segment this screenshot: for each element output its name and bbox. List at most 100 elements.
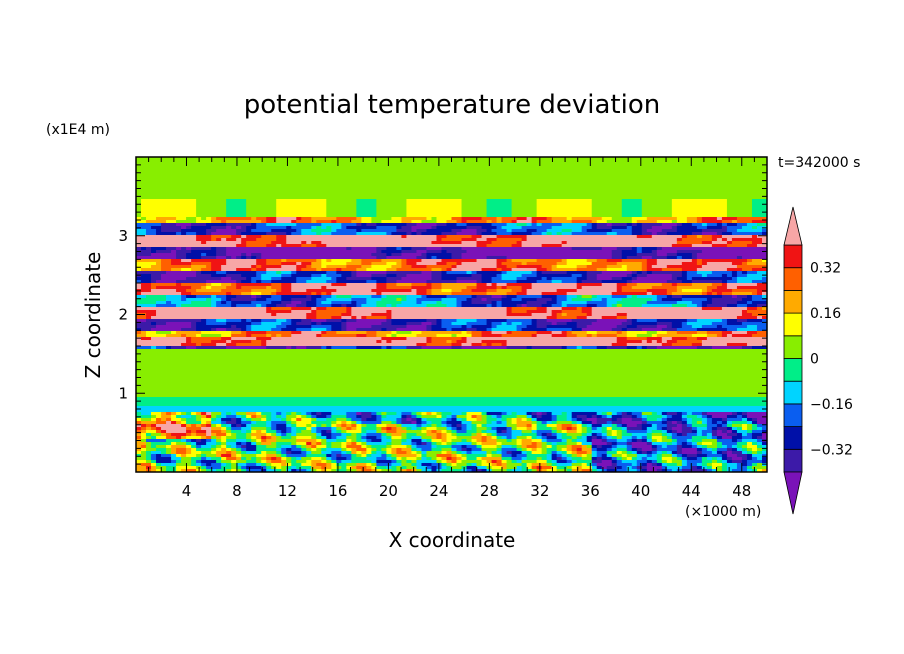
contour-cell xyxy=(291,169,297,173)
contour-cell xyxy=(226,268,232,272)
contour-cell xyxy=(476,184,482,188)
contour-cell xyxy=(616,256,623,260)
contour-cell xyxy=(621,169,628,173)
contour-cell xyxy=(451,235,457,239)
contour-cell xyxy=(451,178,457,182)
contour-cell xyxy=(311,163,317,167)
contour-cell xyxy=(451,250,457,254)
contour-cell xyxy=(456,163,462,167)
contour-cell xyxy=(311,247,317,251)
contour-cell xyxy=(291,160,297,164)
contour-cell xyxy=(541,256,548,260)
contour-cell xyxy=(256,271,262,275)
contour-cell xyxy=(291,244,297,248)
contour-cell xyxy=(466,250,472,254)
contour-cell xyxy=(441,265,447,269)
contour-cell xyxy=(306,193,312,197)
contour-cell xyxy=(396,256,402,260)
contour-cell xyxy=(756,256,763,260)
contour-cell xyxy=(706,250,713,254)
contour-cell xyxy=(606,217,613,221)
contour-cell xyxy=(251,259,257,263)
contour-cell xyxy=(576,256,583,260)
contour-cell xyxy=(171,229,177,233)
contour-cell xyxy=(711,241,718,245)
contour-cell xyxy=(376,181,382,185)
contour-cell xyxy=(621,271,628,275)
contour-cell xyxy=(506,160,512,164)
contour-cell xyxy=(646,184,653,188)
contour-cell xyxy=(506,181,512,185)
contour-cell xyxy=(386,208,392,212)
contour-cell xyxy=(356,178,362,182)
contour-cell xyxy=(261,250,267,254)
contour-cell xyxy=(741,271,748,275)
contour-cell xyxy=(391,157,397,161)
contour-cell xyxy=(456,175,462,179)
contour-cell xyxy=(651,244,658,248)
contour-cell xyxy=(331,178,337,182)
contour-cell xyxy=(166,250,172,254)
contour-cell xyxy=(256,160,262,164)
contour-cell xyxy=(501,235,507,239)
contour-cell xyxy=(596,202,603,206)
contour-cell xyxy=(731,211,738,215)
contour-cell xyxy=(531,220,538,224)
contour-cell xyxy=(506,223,512,227)
contour-cell xyxy=(616,265,623,269)
contour-cell xyxy=(146,181,152,185)
contour-cell xyxy=(391,160,397,164)
contour-cell xyxy=(706,211,713,215)
contour-cell xyxy=(176,226,182,230)
contour-cell xyxy=(636,160,643,164)
contour-cell xyxy=(461,205,467,209)
contour-cell xyxy=(166,178,172,182)
contour-cell xyxy=(576,265,583,269)
contour-cell xyxy=(546,217,553,221)
contour-cell xyxy=(496,199,502,203)
contour-cell xyxy=(741,175,748,179)
contour-cell xyxy=(761,232,768,236)
contour-cell xyxy=(351,235,357,239)
contour-cell xyxy=(596,163,603,167)
contour-cell xyxy=(361,262,367,266)
contour-cell xyxy=(141,187,147,191)
contour-cell xyxy=(186,226,192,230)
contour-cell xyxy=(391,241,397,245)
contour-cell xyxy=(136,211,142,215)
contour-cell xyxy=(616,184,623,188)
contour-cell xyxy=(611,199,618,203)
contour-cell xyxy=(451,274,457,278)
contour-cell xyxy=(436,178,442,182)
contour-cell xyxy=(601,268,608,272)
contour-cell xyxy=(561,223,568,227)
contour-cell xyxy=(351,208,357,212)
contour-cell xyxy=(656,238,663,242)
contour-cell xyxy=(321,274,327,278)
contour-cell xyxy=(576,199,583,203)
contour-cell xyxy=(566,217,573,221)
contour-cell xyxy=(471,211,477,215)
contour-cell xyxy=(551,178,558,182)
contour-cell xyxy=(151,172,157,176)
contour-cell xyxy=(276,196,282,200)
contour-cell xyxy=(341,271,347,275)
contour-cell xyxy=(376,196,382,200)
contour-cell xyxy=(231,214,237,218)
contour-cell xyxy=(336,169,342,173)
contour-cell xyxy=(171,226,177,230)
contour-cell xyxy=(331,220,337,224)
contour-cell xyxy=(601,166,608,170)
contour-cell xyxy=(626,184,633,188)
contour-cell xyxy=(556,187,563,191)
contour-cell xyxy=(496,259,502,263)
contour-cell xyxy=(726,172,733,176)
contour-cell xyxy=(241,244,247,248)
contour-cell xyxy=(501,184,507,188)
contour-cell xyxy=(541,271,548,275)
contour-cell xyxy=(331,259,337,263)
contour-cell xyxy=(386,172,392,176)
contour-cell xyxy=(651,205,658,209)
contour-cell xyxy=(311,199,317,203)
contour-cell xyxy=(156,181,162,185)
